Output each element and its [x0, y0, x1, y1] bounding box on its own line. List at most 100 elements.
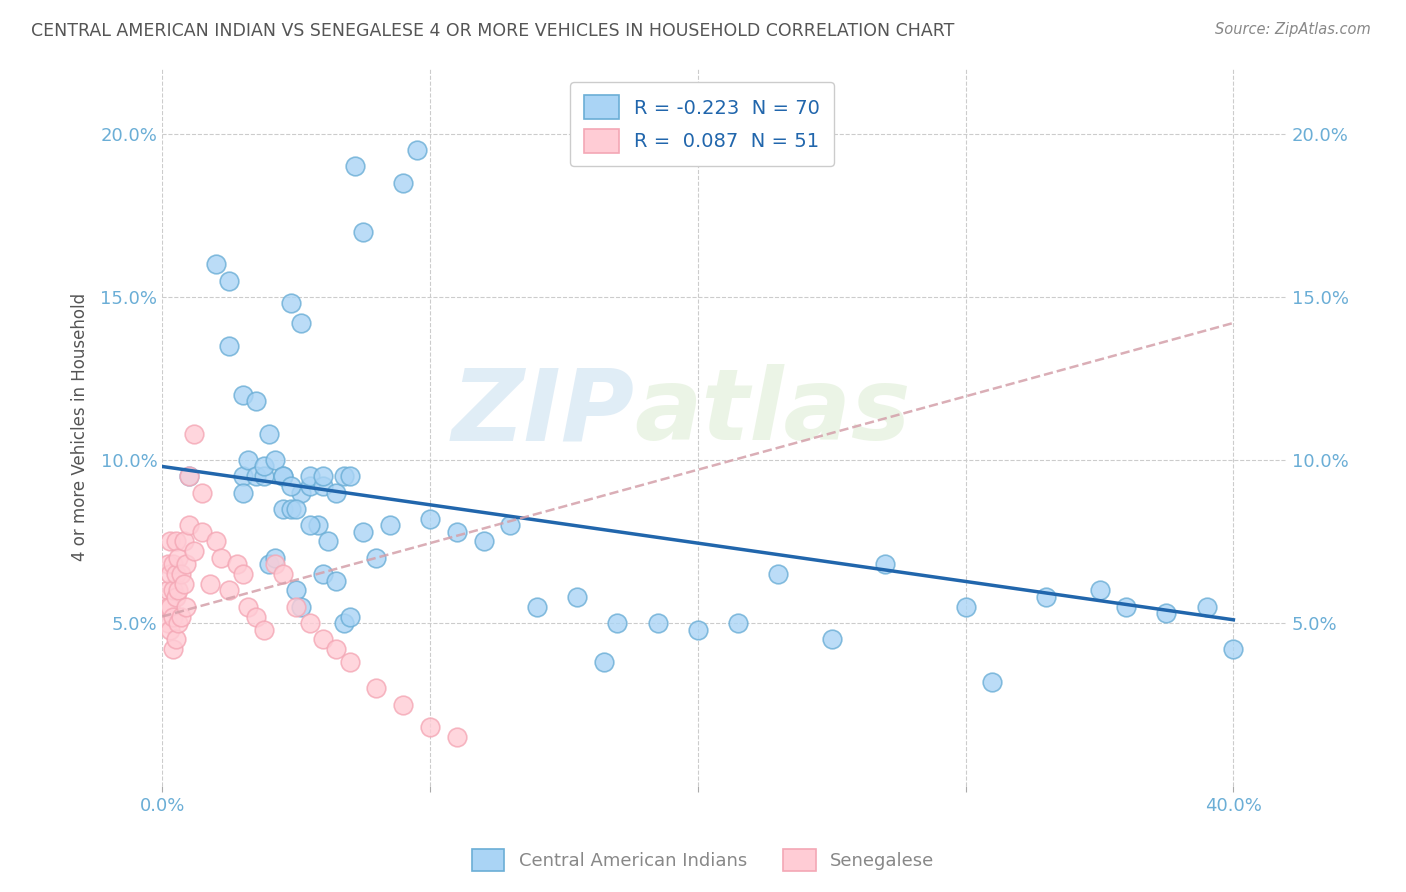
Point [167, 583, 190, 598]
Point [204, 534, 226, 549]
Point [339, 655, 361, 669]
Point [159, 599, 181, 614]
Point [162, 583, 184, 598]
Point [333, 469, 356, 483]
Point [392, 698, 415, 712]
Point [280, 296, 302, 310]
Point [405, 143, 427, 157]
Point [499, 518, 522, 533]
Point [366, 681, 388, 696]
Point [419, 721, 441, 735]
Point [232, 388, 254, 402]
Point [162, 558, 184, 572]
Point [307, 518, 329, 533]
Point [245, 469, 267, 483]
Point [204, 257, 226, 271]
Point [162, 642, 184, 657]
Point [312, 479, 335, 493]
Legend: R = -0.223  N = 70, R =  0.087  N = 51: R = -0.223 N = 70, R = 0.087 N = 51 [571, 82, 834, 166]
Point [285, 501, 308, 516]
Point [366, 550, 388, 565]
Point [446, 524, 468, 539]
Point [312, 632, 335, 647]
Point [647, 615, 669, 630]
Point [352, 524, 374, 539]
Point [162, 609, 184, 624]
Point [159, 567, 181, 582]
Point [766, 567, 789, 582]
Point [981, 674, 1004, 689]
Point [567, 590, 589, 604]
Point [312, 567, 335, 582]
Point [173, 534, 195, 549]
Text: Source: ZipAtlas.com: Source: ZipAtlas.com [1215, 22, 1371, 37]
Point [209, 550, 232, 565]
Point [312, 469, 335, 483]
Legend: Central American Indians, Senegalese: Central American Indians, Senegalese [464, 842, 942, 879]
Point [298, 479, 321, 493]
Point [593, 655, 616, 669]
Text: ZIP: ZIP [451, 365, 634, 461]
Point [177, 469, 200, 483]
Point [686, 623, 709, 637]
Point [727, 615, 749, 630]
Point [821, 632, 844, 647]
Point [236, 453, 259, 467]
Point [298, 469, 321, 483]
Point [263, 558, 285, 572]
Point [290, 599, 312, 614]
Point [183, 426, 205, 441]
Point [191, 524, 214, 539]
Point [159, 534, 181, 549]
Text: atlas: atlas [634, 365, 911, 461]
Point [165, 567, 187, 582]
Point [606, 615, 628, 630]
Point [1115, 599, 1137, 614]
Text: CENTRAL AMERICAN INDIAN VS SENEGALESE 4 OR MORE VEHICLES IN HOUSEHOLD CORRELATIO: CENTRAL AMERICAN INDIAN VS SENEGALESE 4 … [31, 22, 955, 40]
Point [218, 583, 240, 598]
Point [173, 577, 195, 591]
Point [253, 623, 276, 637]
Point [170, 567, 193, 582]
Point [339, 469, 361, 483]
Point [290, 485, 312, 500]
Point [183, 544, 205, 558]
Point [378, 518, 401, 533]
Point [271, 501, 294, 516]
Point [392, 176, 415, 190]
Point [1195, 599, 1218, 614]
Point [245, 394, 267, 409]
Point [1156, 607, 1178, 621]
Point [271, 567, 294, 582]
Point [177, 518, 200, 533]
Point [298, 615, 321, 630]
Point [226, 558, 249, 572]
Point [165, 534, 187, 549]
Y-axis label: 4 or more Vehicles in Household: 4 or more Vehicles in Household [72, 293, 89, 561]
Point [232, 567, 254, 582]
Point [955, 599, 977, 614]
Point [200, 577, 222, 591]
Point [446, 730, 468, 744]
Point [156, 583, 179, 598]
Point [253, 469, 276, 483]
Point [344, 160, 367, 174]
Point [176, 558, 198, 572]
Point [167, 615, 190, 630]
Point [325, 485, 347, 500]
Point [263, 550, 285, 565]
Point [1088, 583, 1111, 598]
Point [170, 609, 193, 624]
Point [316, 534, 339, 549]
Point [253, 459, 276, 474]
Point [232, 469, 254, 483]
Point [245, 609, 267, 624]
Point [290, 316, 312, 330]
Point [325, 642, 347, 657]
Point [263, 453, 285, 467]
Point [259, 426, 281, 441]
Point [165, 632, 187, 647]
Point [236, 599, 259, 614]
Point [191, 485, 214, 500]
Point [271, 469, 294, 483]
